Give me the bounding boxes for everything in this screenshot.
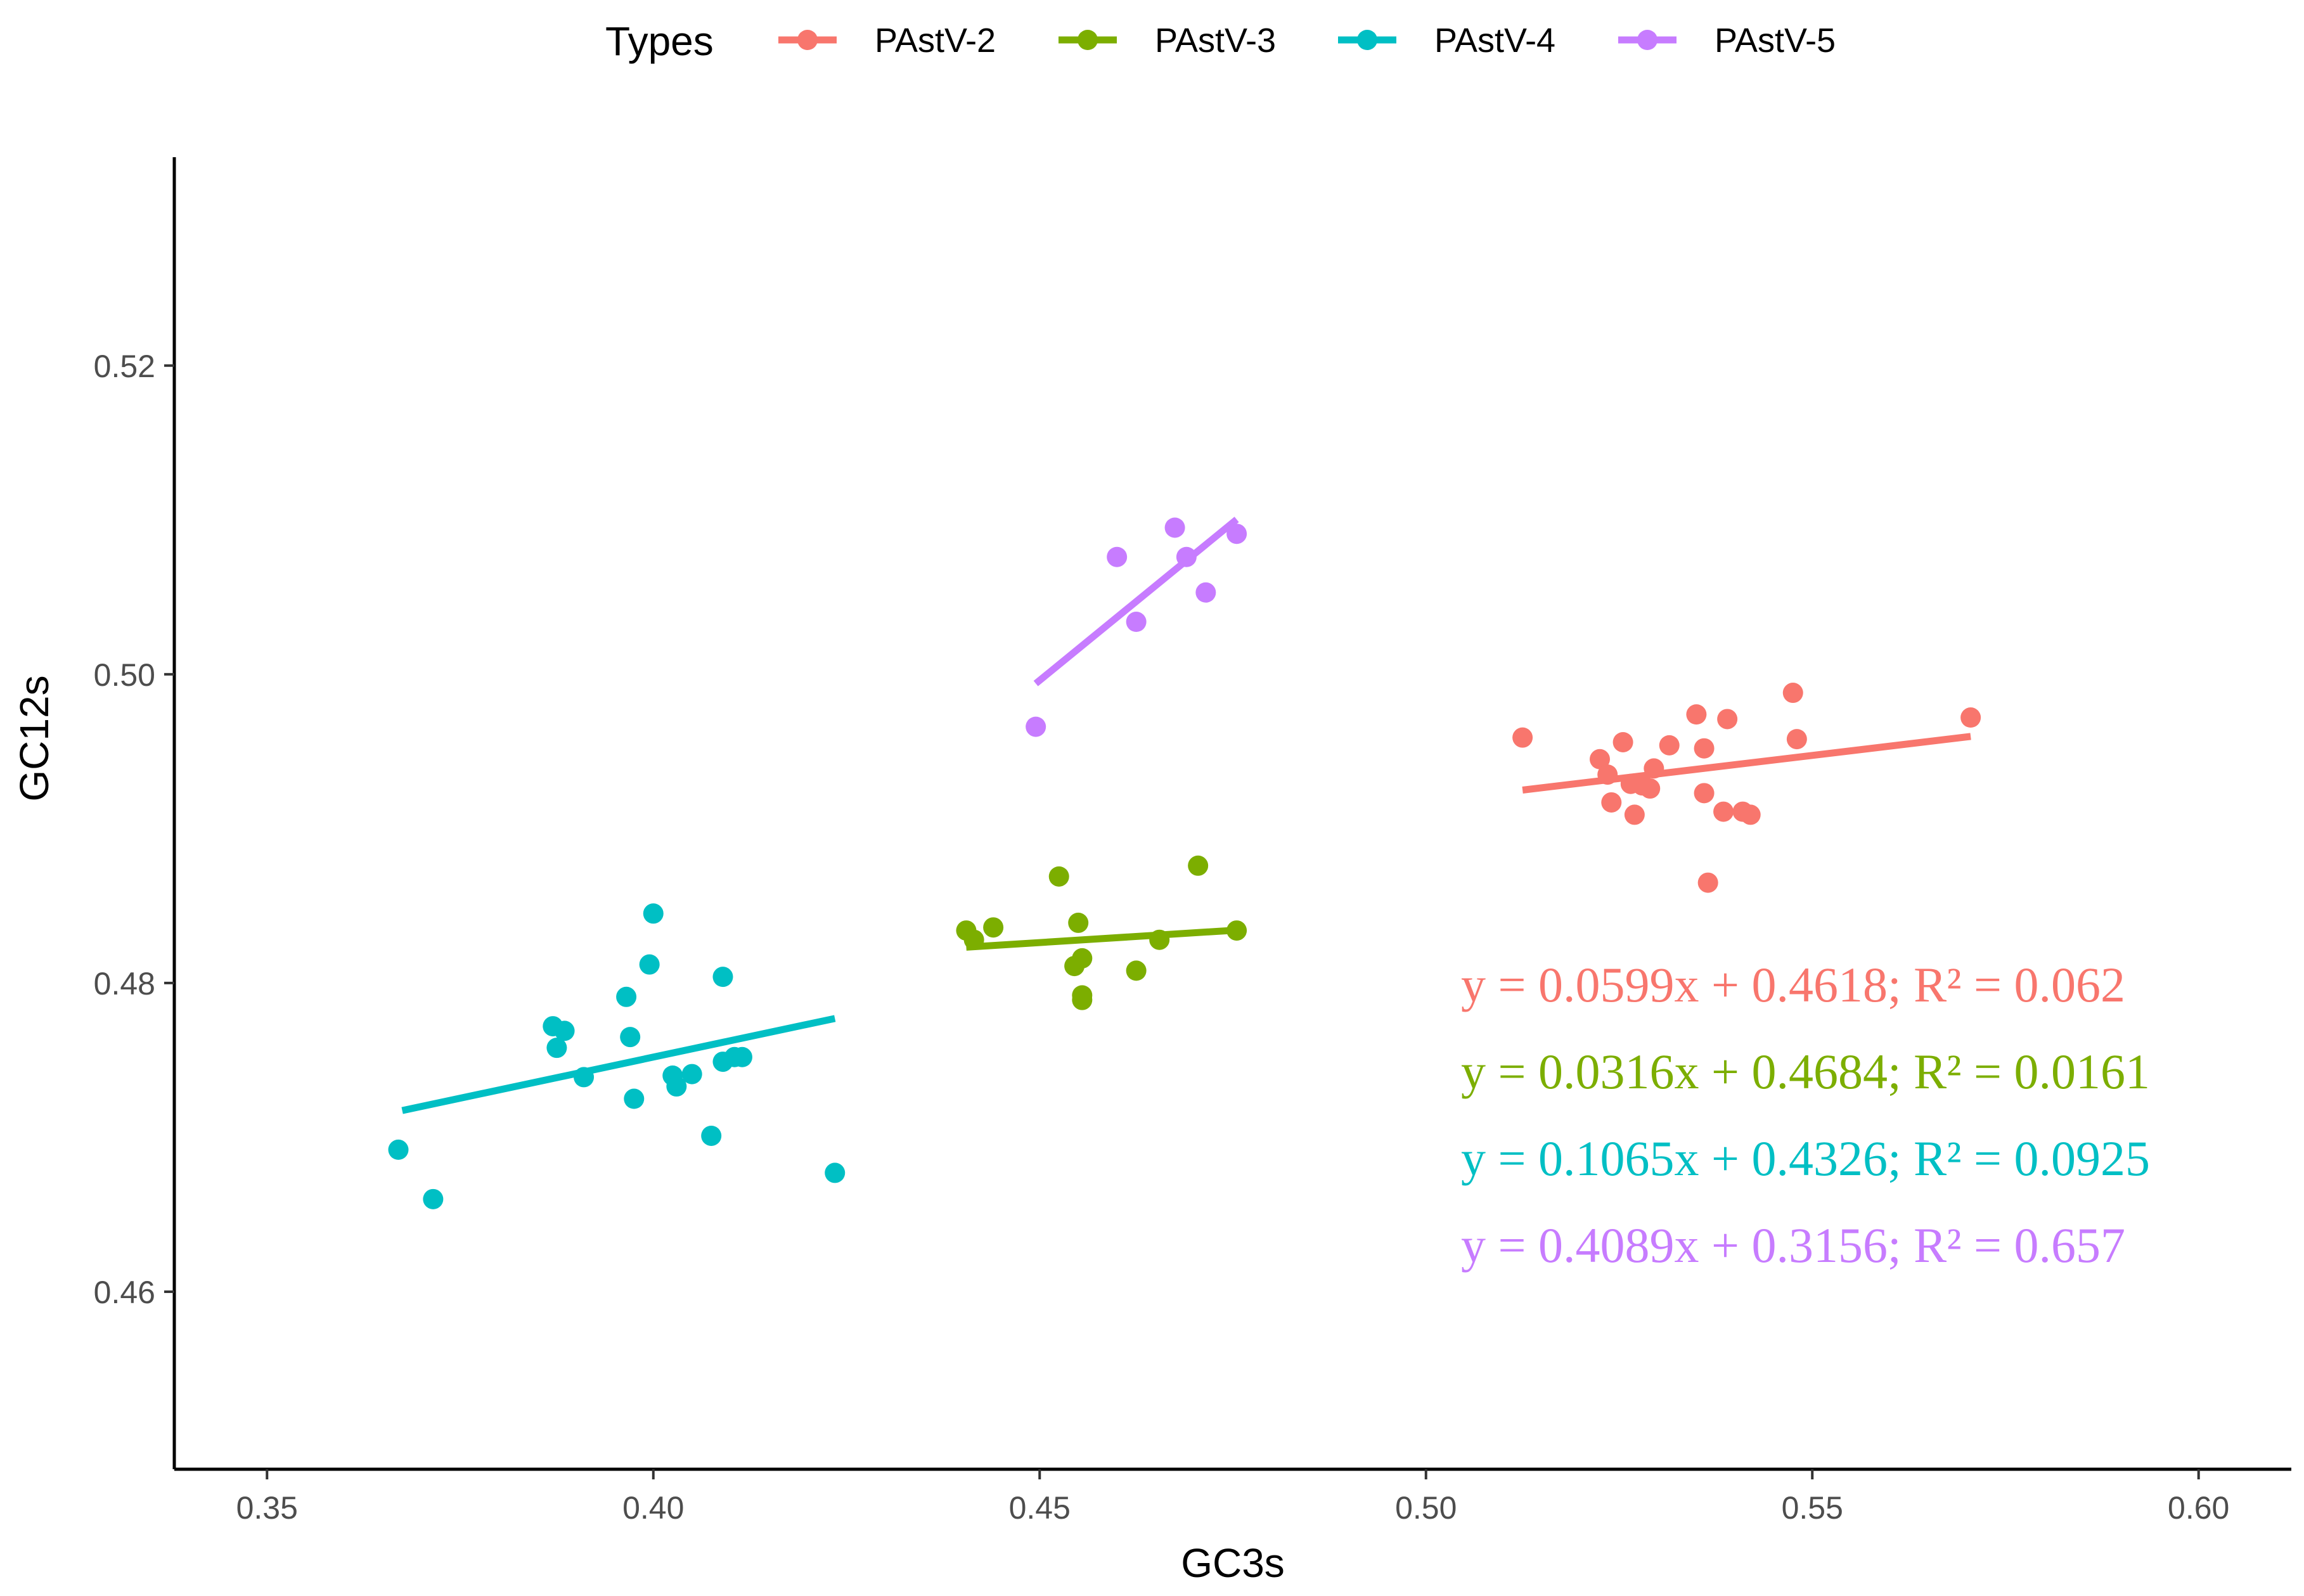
point-PAstV-5	[1164, 517, 1185, 538]
point-PAstV-5	[1176, 546, 1197, 567]
y-axis-ticks: 0.46 0.48 0.50 0.52	[94, 349, 174, 1310]
legend-label: PAstV-5	[1715, 22, 1836, 60]
y-tick-label: 0.48	[94, 966, 155, 1001]
point-PAstV-2	[1717, 709, 1738, 730]
point-PAstV-4	[681, 1064, 702, 1084]
legend: Types PAstV-2 PAstV-3 PAstV-4 PAstV-5	[605, 18, 1836, 64]
point-PAstV-2	[1590, 749, 1611, 769]
legend-label: PAstV-3	[1155, 22, 1276, 60]
point-PAstV-2	[1697, 872, 1718, 893]
x-tick-label: 0.45	[1009, 1490, 1071, 1526]
y-axis-title: GC12s	[11, 675, 57, 801]
point-PAstV-4	[643, 903, 664, 924]
point-PAstV-4	[574, 1067, 595, 1088]
legend-item-PAstV-3: PAstV-3	[1059, 22, 1276, 60]
point-PAstV-4	[388, 1139, 409, 1160]
y-tick-label: 0.52	[94, 349, 155, 384]
point-PAstV-4	[639, 954, 660, 975]
point-PAstV-2	[1782, 683, 1803, 704]
data-points	[388, 517, 1981, 1209]
point-PAstV-5	[1226, 524, 1247, 544]
point-PAstV-3	[1072, 989, 1093, 1010]
axes	[172, 157, 2291, 1471]
y-tick-label: 0.46	[94, 1275, 155, 1310]
x-tick-label: 0.50	[1395, 1490, 1457, 1526]
point-PAstV-4	[666, 1076, 687, 1097]
legend-key-dot	[1078, 30, 1098, 50]
point-PAstV-2	[1601, 792, 1622, 813]
point-PAstV-2	[1640, 778, 1661, 799]
equation-PAstV-5: y = 0.4089x + 0.3156; R² = 0.657	[1461, 1218, 2125, 1273]
legend-title: Types	[605, 18, 714, 64]
point-PAstV-5	[1126, 612, 1147, 633]
point-PAstV-3	[1188, 855, 1209, 876]
point-PAstV-4	[701, 1125, 722, 1146]
regression-equations: y = 0.0599x + 0.4618; R² = 0.062 y = 0.03…	[1461, 957, 2150, 1273]
point-PAstV-3	[1126, 960, 1147, 981]
point-PAstV-2	[1659, 735, 1680, 756]
point-PAstV-2	[1786, 729, 1807, 750]
point-PAstV-5	[1026, 716, 1046, 737]
point-PAstV-2	[1694, 783, 1715, 804]
point-PAstV-3	[963, 929, 984, 950]
fit-line-PAstV-2	[1522, 733, 1971, 794]
point-PAstV-3	[1226, 920, 1247, 941]
point-PAstV-2	[1612, 731, 1633, 752]
point-PAstV-4	[731, 1046, 752, 1067]
point-PAstV-2	[1512, 727, 1533, 748]
point-PAstV-2	[1624, 804, 1645, 825]
equation-PAstV-2: y = 0.0599x + 0.4618; R² = 0.062	[1461, 957, 2125, 1012]
point-PAstV-5	[1195, 582, 1216, 603]
legend-key-dot	[797, 30, 818, 50]
point-PAstV-2	[1597, 764, 1618, 785]
point-PAstV-4	[546, 1038, 567, 1059]
point-PAstV-3	[1149, 929, 1170, 950]
legend-item-PAstV-4: PAstV-4	[1338, 22, 1555, 60]
x-tick-label: 0.40	[622, 1490, 684, 1526]
point-PAstV-2	[1686, 704, 1707, 725]
x-axis-title: GC3s	[1181, 1540, 1285, 1586]
y-tick-label: 0.50	[94, 657, 155, 693]
point-PAstV-5	[1107, 546, 1128, 567]
point-PAstV-3	[1068, 912, 1089, 933]
point-PAstV-4	[616, 986, 637, 1007]
point-PAstV-4	[624, 1088, 645, 1109]
equation-PAstV-4: y = 0.1065x + 0.4326; R² = 0.0925	[1461, 1131, 2150, 1186]
point-PAstV-3	[1048, 866, 1069, 887]
point-PAstV-2	[1713, 801, 1734, 822]
point-PAstV-4	[825, 1162, 846, 1183]
fit-line-PAstV-4	[401, 1015, 836, 1114]
point-PAstV-3	[1072, 948, 1093, 969]
point-PAstV-4	[554, 1020, 575, 1041]
point-PAstV-2	[1644, 758, 1664, 779]
point-PAstV-4	[712, 967, 733, 988]
point-PAstV-4	[423, 1188, 444, 1209]
point-PAstV-2	[1694, 738, 1715, 759]
equation-PAstV-3: y = 0.0316x + 0.4684; R² = 0.0161	[1461, 1044, 2150, 1099]
point-PAstV-2	[1960, 707, 1981, 728]
regression-lines	[401, 517, 1971, 1114]
x-tick-label: 0.60	[2168, 1490, 2229, 1526]
legend-label: PAstV-2	[875, 22, 996, 60]
point-PAstV-4	[620, 1027, 641, 1048]
point-PAstV-3	[983, 917, 1004, 938]
x-tick-label: 0.55	[1782, 1490, 1843, 1526]
legend-item-PAstV-2: PAstV-2	[778, 22, 996, 60]
legend-key-dot	[1637, 30, 1657, 50]
fit-line-PAstV-3	[966, 926, 1237, 951]
point-PAstV-2	[1740, 804, 1761, 825]
legend-key-dot	[1357, 30, 1377, 50]
legend-item-PAstV-5: PAstV-5	[1618, 22, 1836, 60]
fit-line-PAstV-5	[1033, 517, 1239, 686]
legend-label: PAstV-4	[1434, 22, 1555, 60]
x-axis-ticks: 0.35 0.40 0.45 0.50 0.55 0.60	[236, 1469, 2229, 1526]
x-tick-label: 0.35	[236, 1490, 298, 1526]
